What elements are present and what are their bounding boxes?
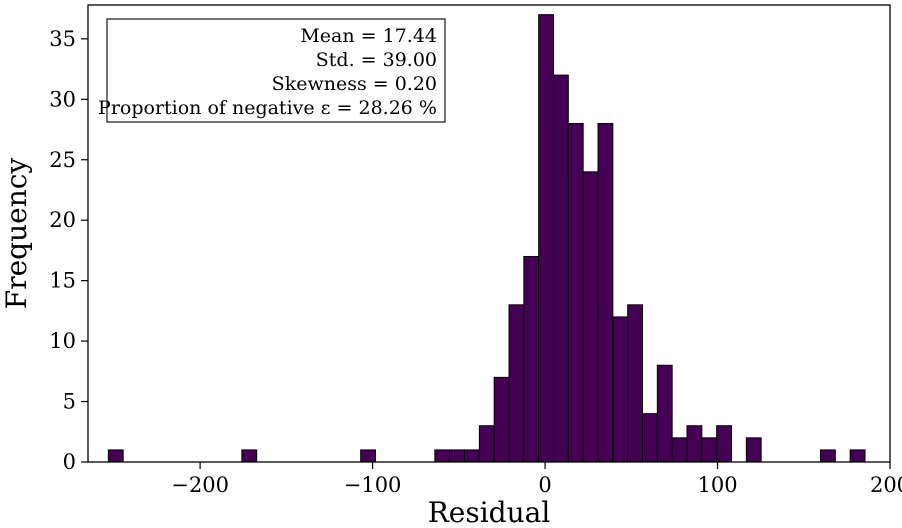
- histogram-bar-20: [686, 425, 703, 463]
- histogram-bar-5: [464, 449, 480, 463]
- histogram-bar-16: [627, 304, 643, 463]
- histogram-bar-9: [523, 255, 540, 463]
- x-axis-label: Residual: [428, 496, 551, 528]
- stat-std: Std. = 39.00: [316, 49, 437, 71]
- histogram-bar-8: [508, 304, 525, 463]
- histogram-bar-6: [478, 425, 495, 463]
- histogram-bar-25: [849, 449, 866, 463]
- histogram-bar-1: [241, 449, 258, 463]
- x-tick-label-0: −200: [171, 473, 229, 497]
- y-tick-label-4: 20: [49, 208, 76, 232]
- y-axis-ticks: 0 5 10 15 20 25 30 35: [49, 27, 88, 474]
- stat-skewness: Skewness = 0.20: [272, 73, 437, 95]
- histogram-bar-7: [493, 376, 510, 463]
- stat-negative-proportion: Proportion of negative ε = 28.26 %: [98, 97, 437, 119]
- x-axis-ticks: −200 −100 0 100 200: [171, 462, 902, 497]
- histogram-bar-17: [642, 413, 658, 463]
- histogram-bar-22: [716, 425, 732, 463]
- histogram-bar-21: [701, 437, 718, 463]
- y-tick-label-7: 35: [49, 27, 76, 51]
- statistics-box-frame: [106, 18, 446, 123]
- histogram-bar-24: [819, 449, 836, 463]
- statistics-annotation-box: Mean = 17.44 Std. = 39.00 Skewness = 0.2…: [98, 18, 446, 123]
- y-tick-label-3: 15: [49, 269, 76, 293]
- histogram-bar-19: [671, 437, 688, 463]
- histogram-bar-15: [612, 316, 629, 463]
- histogram-bar-2: [360, 449, 377, 463]
- y-tick-label-2: 10: [49, 329, 76, 353]
- histogram-bar-3: [434, 449, 451, 463]
- y-tick-label-5: 25: [49, 148, 76, 172]
- y-tick-label-1: 5: [63, 390, 76, 414]
- y-tick-label-6: 30: [49, 87, 76, 111]
- histogram-bar-0: [107, 449, 124, 463]
- histogram-bar-4: [449, 449, 466, 463]
- stat-mean: Mean = 17.44: [300, 25, 437, 47]
- y-tick-label-0: 0: [63, 450, 76, 474]
- histogram-bar-18: [656, 364, 673, 463]
- histogram-bar-11: [553, 74, 569, 463]
- histogram-bar-12: [567, 122, 584, 463]
- x-tick-label-2: 0: [538, 473, 551, 497]
- x-tick-label-1: −100: [344, 473, 402, 497]
- histogram-bar-14: [597, 122, 614, 463]
- histogram-bar-23: [745, 437, 762, 463]
- y-axis-label: Frequency: [0, 158, 33, 310]
- plot-frame: [87, 4, 891, 463]
- histogram-bar-13: [582, 171, 599, 463]
- histogram-bar-10: [538, 14, 554, 463]
- x-tick-label-3: 100: [697, 473, 737, 497]
- x-tick-label-4: 200: [870, 473, 902, 497]
